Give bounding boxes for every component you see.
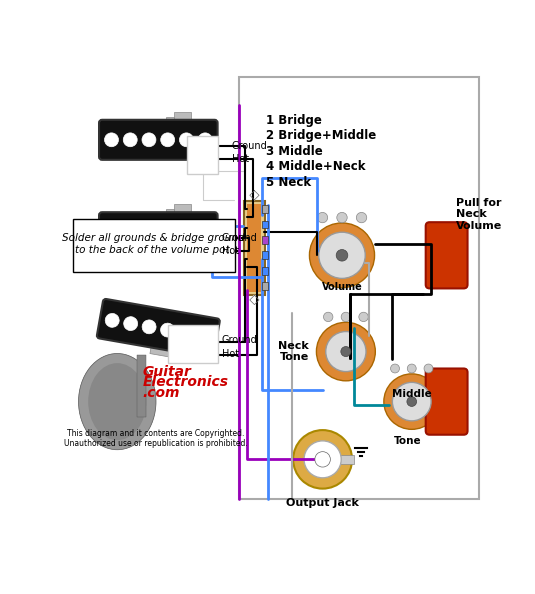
Text: Volume: Volume xyxy=(322,282,362,292)
Text: 2 Bridge+Middle: 2 Bridge+Middle xyxy=(266,129,376,143)
FancyBboxPatch shape xyxy=(244,201,264,295)
Bar xyxy=(239,77,479,500)
Circle shape xyxy=(424,364,433,373)
Text: Pull for
Neck
Volume: Pull for Neck Volume xyxy=(456,198,502,230)
FancyBboxPatch shape xyxy=(174,112,191,124)
Circle shape xyxy=(341,346,351,356)
Bar xyxy=(136,355,146,417)
Circle shape xyxy=(142,225,156,239)
Circle shape xyxy=(337,213,347,223)
Circle shape xyxy=(105,314,119,327)
Circle shape xyxy=(384,374,440,429)
Bar xyxy=(262,267,269,274)
Circle shape xyxy=(317,213,327,223)
Text: 1 Bridge: 1 Bridge xyxy=(266,114,322,127)
Circle shape xyxy=(326,331,366,372)
Text: 4 Middle+Neck: 4 Middle+Neck xyxy=(266,160,365,173)
Circle shape xyxy=(104,133,118,147)
FancyBboxPatch shape xyxy=(337,455,354,464)
Text: Middle: Middle xyxy=(392,389,432,399)
Circle shape xyxy=(324,312,333,321)
Text: 5 Neck: 5 Neck xyxy=(266,176,311,189)
Circle shape xyxy=(391,364,400,373)
Text: Output Jack: Output Jack xyxy=(286,498,359,508)
Circle shape xyxy=(319,232,365,279)
Ellipse shape xyxy=(88,363,146,440)
FancyBboxPatch shape xyxy=(174,204,191,217)
Circle shape xyxy=(315,451,331,467)
Text: Ground: Ground xyxy=(222,233,258,242)
FancyBboxPatch shape xyxy=(99,120,218,160)
Circle shape xyxy=(104,225,118,239)
Circle shape xyxy=(123,225,137,239)
Bar xyxy=(187,225,218,259)
Circle shape xyxy=(179,326,193,340)
Bar xyxy=(262,220,269,228)
Bar xyxy=(239,77,479,500)
Circle shape xyxy=(160,225,174,239)
Circle shape xyxy=(304,441,341,478)
Text: Solder all grounds & bridge ground
to the back of the volume pot.: Solder all grounds & bridge ground to th… xyxy=(63,233,245,255)
Text: 3 Middle: 3 Middle xyxy=(266,145,323,158)
Text: Hot: Hot xyxy=(232,154,249,164)
Text: Neck
Tone: Neck Tone xyxy=(278,341,309,362)
FancyBboxPatch shape xyxy=(97,299,220,358)
Circle shape xyxy=(179,225,193,239)
Circle shape xyxy=(316,323,376,381)
Text: This diagram and it contents are Copyrighted.
Unauthorized use or republication : This diagram and it contents are Copyrig… xyxy=(64,428,248,448)
Circle shape xyxy=(356,213,366,223)
Circle shape xyxy=(309,223,374,287)
FancyBboxPatch shape xyxy=(248,204,262,292)
Circle shape xyxy=(198,133,212,147)
FancyBboxPatch shape xyxy=(73,219,235,272)
Circle shape xyxy=(359,312,368,321)
Bar xyxy=(262,236,269,244)
FancyBboxPatch shape xyxy=(150,337,176,358)
Circle shape xyxy=(160,323,174,337)
Circle shape xyxy=(179,133,193,147)
Polygon shape xyxy=(250,295,259,305)
Ellipse shape xyxy=(79,353,156,450)
Bar xyxy=(167,324,218,363)
Text: Hot: Hot xyxy=(222,349,239,359)
Circle shape xyxy=(123,133,137,147)
Text: Ground: Ground xyxy=(222,335,258,345)
FancyBboxPatch shape xyxy=(166,116,174,124)
Bar xyxy=(262,251,269,259)
FancyBboxPatch shape xyxy=(166,209,174,217)
Text: Hot: Hot xyxy=(222,247,239,257)
Circle shape xyxy=(341,312,350,321)
Circle shape xyxy=(407,397,417,406)
Text: Ground: Ground xyxy=(232,141,268,151)
Text: Tone: Tone xyxy=(394,436,422,446)
Bar xyxy=(262,206,269,213)
Circle shape xyxy=(407,364,416,373)
Circle shape xyxy=(198,225,212,239)
Circle shape xyxy=(293,430,352,489)
Circle shape xyxy=(124,317,137,330)
FancyBboxPatch shape xyxy=(426,368,468,435)
Text: .com: .com xyxy=(143,386,180,400)
Text: Electronics: Electronics xyxy=(143,375,229,388)
FancyBboxPatch shape xyxy=(426,222,468,289)
Circle shape xyxy=(336,249,348,261)
Circle shape xyxy=(160,133,174,147)
Circle shape xyxy=(142,133,156,147)
Polygon shape xyxy=(250,191,259,200)
Bar xyxy=(187,136,218,175)
Circle shape xyxy=(392,383,431,421)
Circle shape xyxy=(142,320,156,334)
Circle shape xyxy=(197,330,211,343)
Text: Guitar: Guitar xyxy=(143,365,192,378)
FancyBboxPatch shape xyxy=(99,212,218,252)
Bar xyxy=(262,282,269,290)
